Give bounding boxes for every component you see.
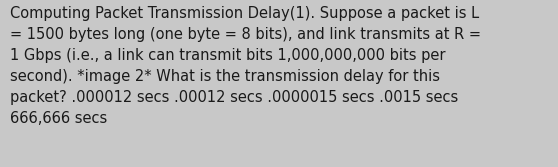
Text: Computing Packet Transmission Delay(1). Suppose a packet is L
= 1500 bytes long : Computing Packet Transmission Delay(1). … <box>10 6 481 126</box>
